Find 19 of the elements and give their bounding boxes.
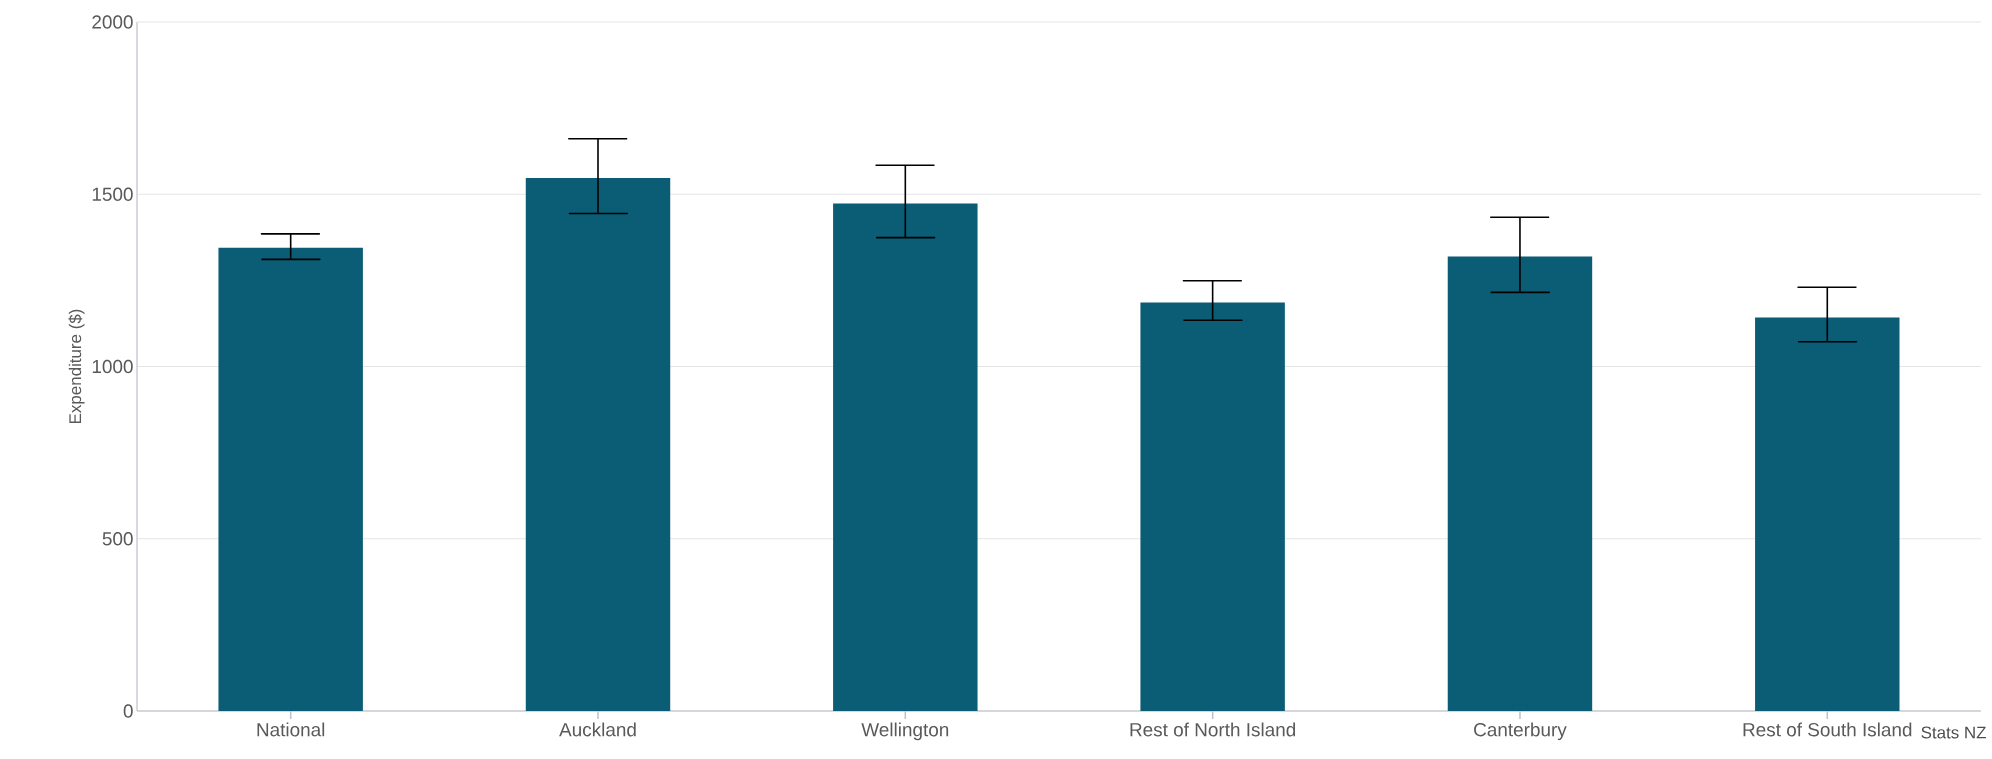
bar — [833, 203, 978, 711]
x-tick-label: Rest of South Island — [1743, 722, 1912, 737]
bar — [1447, 256, 1593, 711]
y-tick-label: 2000 — [92, 15, 133, 29]
bar — [525, 178, 671, 711]
y-tick-label: 1000 — [92, 359, 133, 374]
x-tick-label: Wellington — [861, 722, 949, 741]
x-tick-label: National — [257, 722, 325, 737]
bar — [218, 247, 363, 711]
bar — [1755, 317, 1900, 711]
y-tick-label: 500 — [102, 532, 133, 546]
x-tick-label: Canterbury — [1474, 722, 1567, 741]
bar — [1140, 302, 1285, 711]
y-tick-label: 1500 — [92, 187, 133, 201]
y-axis-title: Expenditure ($) — [68, 309, 85, 423]
x-tick-label: Auckland — [559, 722, 636, 737]
x-tick-label: Rest of North Island — [1130, 722, 1296, 737]
y-tick-label: 0 — [123, 704, 133, 718]
text: Stats NZ — [1921, 726, 1986, 739]
